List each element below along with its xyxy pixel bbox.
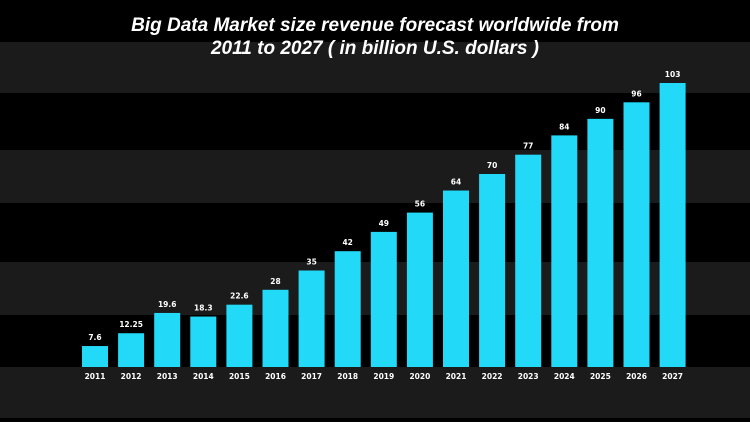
x-tick-label: 2024 [554,372,575,381]
x-tick-label: 2018 [337,372,358,381]
data-label: 96 [631,89,641,98]
data-label: 19.6 [158,300,177,309]
bar-2024 [551,135,578,367]
x-tick-label: 2026 [626,372,647,381]
data-label: 42 [342,238,352,247]
data-label: 84 [559,122,569,131]
bar-2015 [226,304,253,367]
x-tick-label: 2011 [85,372,106,381]
data-label: 56 [415,200,425,209]
background-band [0,42,750,93]
data-label: 35 [306,257,316,266]
x-tick-label: 2016 [265,372,286,381]
bar-2013 [154,312,181,367]
x-tick-label: 2013 [157,372,178,381]
x-tick-label: 2020 [409,372,430,381]
bar-2014 [190,316,217,367]
background-band [0,367,750,418]
data-label: 64 [451,178,461,187]
chart-title: Big Data Market size revenue forecast wo… [0,14,750,60]
bar-2019 [370,231,397,367]
x-tick-label: 2023 [518,372,539,381]
data-label: 18.3 [194,304,213,313]
x-tick-label: 2025 [590,372,611,381]
x-tick-label: 2015 [229,372,250,381]
data-label: 28 [270,277,280,286]
data-label: 90 [595,106,605,115]
data-label: 7.6 [88,333,101,342]
data-label: 49 [379,219,389,228]
chart-title-line-2: 2011 to 2027 ( in billion U.S. dollars ) [210,38,539,59]
bar-2023 [515,154,542,367]
data-label: 12.25 [119,320,143,329]
bar-2016 [262,289,289,367]
bar-2021 [443,190,469,367]
bar-2027 [659,83,686,367]
bar-2011 [82,346,108,367]
x-tick-label: 2012 [121,372,142,381]
bar-2022 [479,173,506,367]
bar-2026 [623,102,650,368]
x-tick-label: 2019 [373,372,394,381]
data-label: 103 [665,70,681,79]
data-label: 70 [487,161,497,170]
chart-title-line-1: Big Data Market size revenue forecast wo… [131,15,619,36]
bar-2025 [587,118,614,367]
data-label: 77 [523,142,533,151]
bar-2012 [118,333,145,367]
x-tick-label: 2014 [193,372,214,381]
data-label: 22.6 [230,292,249,301]
x-tick-label: 2022 [482,372,503,381]
x-tick-label: 2027 [662,372,683,381]
x-tick-label: 2017 [301,372,322,381]
bar-2018 [334,251,361,367]
bar-2020 [406,212,433,367]
bar-2017 [298,270,325,367]
x-tick-label: 2021 [446,372,467,381]
